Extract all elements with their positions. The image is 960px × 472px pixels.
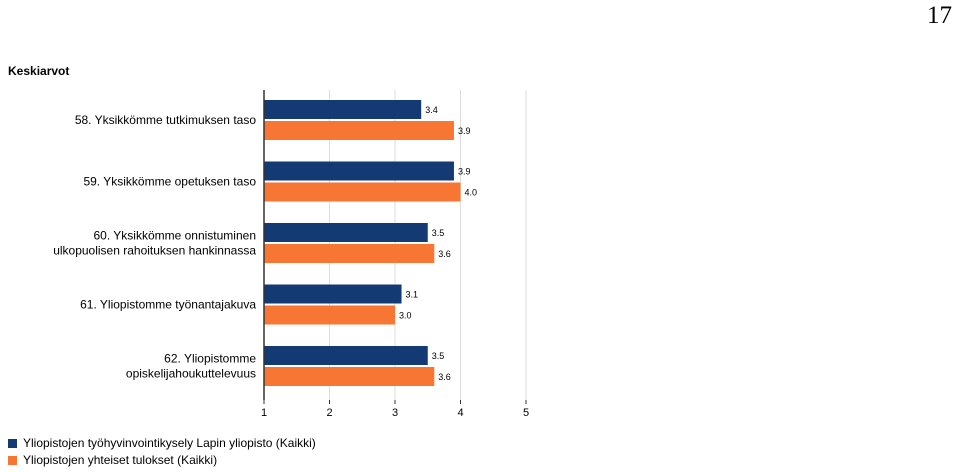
- x-tick-label: 4: [457, 407, 463, 419]
- category-label: 59. Yksikkömme opetuksen taso: [83, 175, 256, 189]
- data-label: 3.6: [438, 249, 451, 259]
- bar-series-2: [264, 244, 435, 263]
- data-label: 3.9: [458, 167, 471, 177]
- data-label: 3.5: [432, 228, 445, 238]
- category-label: opiskelijahoukuttelevuus: [126, 367, 256, 381]
- legend-label-series-1: Yliopistojen työhyvinvointikysely Lapin …: [23, 436, 316, 450]
- data-label: 3.0: [399, 311, 412, 321]
- data-label: 3.1: [406, 290, 419, 300]
- category-label: 60. Yksikkömme onnistuminen: [93, 229, 256, 243]
- data-label: 3.5: [432, 351, 445, 361]
- legend-swatch-series-2: [8, 455, 17, 465]
- category-label: ulkopuolisen rahoituksen hankinnassa: [53, 244, 256, 258]
- legend-swatch-series-1: [8, 438, 17, 448]
- legend-label-series-2: Yliopistojen yhteiset tulokset (Kaikki): [23, 453, 218, 467]
- x-tick-label: 3: [392, 407, 398, 419]
- data-label: 3.9: [458, 126, 471, 136]
- bar-series-2: [264, 121, 454, 140]
- bar-series-1: [264, 284, 402, 304]
- category-label: 58. Yksikkömme tutkimuksen taso: [75, 113, 257, 127]
- legend-item-series-1: Yliopistojen työhyvinvointikysely Lapin …: [8, 436, 316, 450]
- x-tick-label: 2: [326, 407, 332, 419]
- bar-series-1: [264, 223, 428, 242]
- legend-item-series-2: Yliopistojen yhteiset tulokset (Kaikki): [8, 453, 217, 467]
- category-label: 61. Yliopistomme työnantajakuva: [80, 298, 256, 312]
- data-label: 4.0: [465, 188, 478, 198]
- bar-chart: 3.4 3.9 58. Yksikkömme tutkimuksen taso 3.9…: [53, 90, 529, 419]
- bar-series-1: [264, 346, 428, 365]
- page-number: 17: [927, 2, 952, 29]
- data-label: 3.6: [438, 372, 451, 382]
- chart-title: Keskiarvot: [8, 64, 70, 78]
- bar-series-1: [264, 100, 422, 119]
- bar-series-2: [264, 182, 461, 202]
- bar-series-1: [264, 161, 454, 181]
- category-label: 62. Yliopistomme: [164, 352, 256, 366]
- bar-series-2: [264, 305, 395, 325]
- data-label: 3.4: [425, 105, 438, 115]
- x-tick-label: 5: [523, 407, 529, 419]
- x-tick-label: 1: [261, 407, 267, 419]
- bar-series-2: [264, 367, 435, 386]
